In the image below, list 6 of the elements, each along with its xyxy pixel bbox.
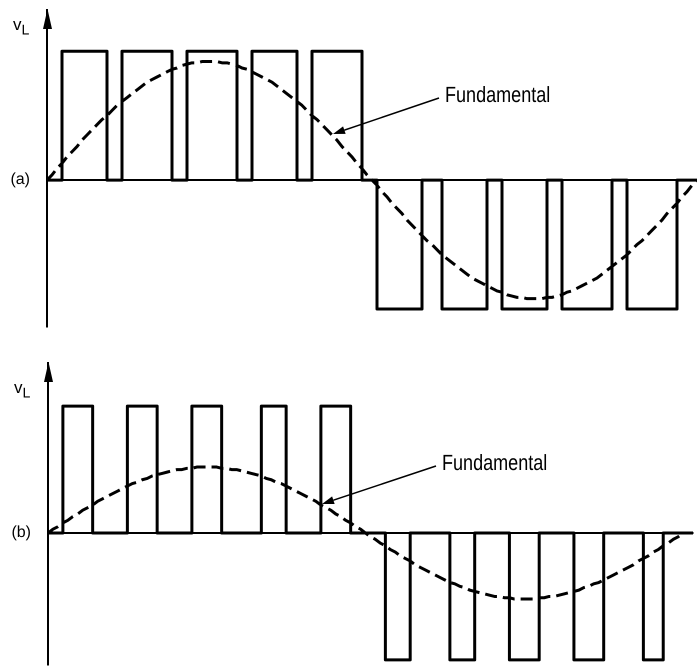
text: Fundamental — [445, 82, 550, 107]
text: (b) — [11, 524, 31, 542]
text: (a) — [10, 171, 30, 190]
y-axis-title: v$_{L}$ — [13, 15, 30, 40]
text: Fundamental — [442, 450, 548, 476]
y-axis-title: v$_{L}$ — [14, 378, 30, 404]
